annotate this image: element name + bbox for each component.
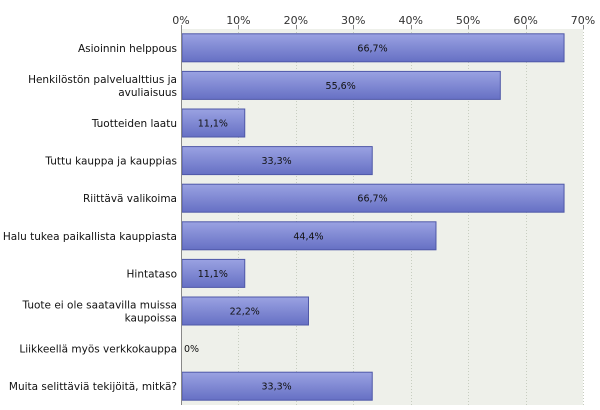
data-label: 11,1% bbox=[198, 119, 228, 130]
bar bbox=[181, 146, 373, 176]
data-label: 66,7% bbox=[357, 194, 387, 205]
data-label: 55,6% bbox=[326, 81, 356, 92]
data-label: 33,3% bbox=[262, 156, 292, 167]
x-tick-label: 30% bbox=[341, 14, 365, 27]
data-label: 66,7% bbox=[357, 43, 387, 54]
category-label: Henkilöstön palvelualttius ja avuliaisuus bbox=[28, 74, 177, 99]
category-label: Hintataso bbox=[127, 268, 177, 280]
category-label: Riittävä valikoima bbox=[83, 193, 177, 205]
data-label: 33,3% bbox=[262, 382, 292, 393]
data-label: 0% bbox=[184, 344, 199, 355]
x-tick-label: 50% bbox=[456, 14, 480, 27]
category-label: Muita selittäviä tekijöitä, mitkä? bbox=[9, 381, 177, 393]
x-tick-label: 40% bbox=[398, 14, 422, 27]
x-tick-label: 60% bbox=[513, 14, 537, 27]
data-label: 44,4% bbox=[293, 231, 323, 242]
x-tick-label: 20% bbox=[284, 14, 308, 27]
bar bbox=[181, 258, 246, 288]
data-label: 22,2% bbox=[230, 307, 260, 318]
data-label: 11,1% bbox=[198, 269, 228, 280]
bar bbox=[181, 371, 373, 401]
category-label: Liikkeellä myös verkkokauppa bbox=[19, 344, 177, 356]
category-label: Tuttu kauppa ja kauppias bbox=[44, 156, 177, 168]
bar bbox=[181, 33, 565, 63]
x-tick-label: 10% bbox=[226, 14, 250, 27]
bar bbox=[181, 70, 501, 100]
bar bbox=[181, 183, 565, 213]
category-label: Asioinnin helppous bbox=[78, 43, 177, 55]
category-label: Halu tukea paikallista kauppiasta bbox=[3, 231, 177, 243]
bar bbox=[181, 221, 437, 251]
x-tick-label: 70% bbox=[571, 14, 595, 27]
category-label: Tuotteiden laatu bbox=[91, 118, 177, 130]
category-label: Tuote ei ole saatavilla muissa kaupoissa bbox=[22, 300, 177, 325]
x-tick-label: 0% bbox=[172, 14, 189, 27]
